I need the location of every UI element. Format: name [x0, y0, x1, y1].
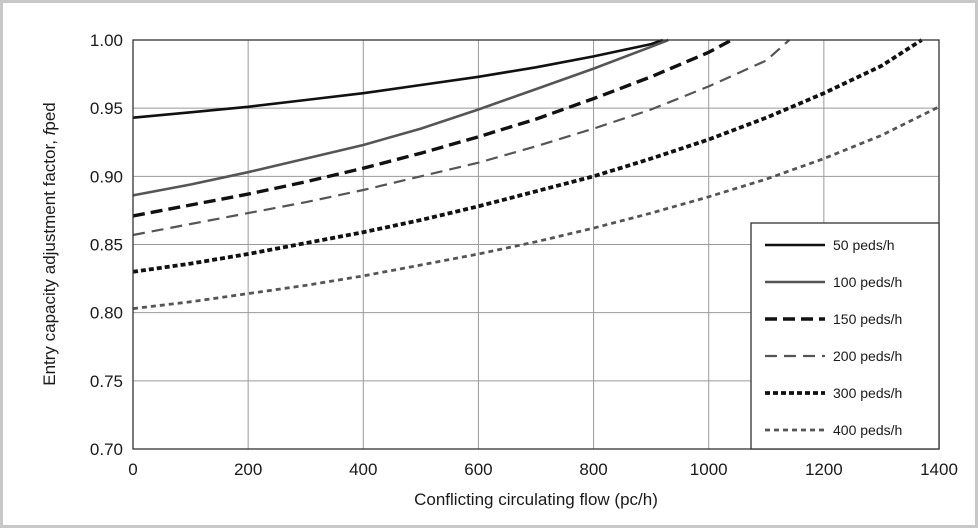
x-tick-label: 1000 — [690, 460, 728, 479]
y-tick-label: 0.75 — [90, 372, 123, 391]
y-tick-label: 0.90 — [90, 167, 123, 186]
y-axis-title-symbol: f — [40, 128, 59, 135]
series-line-6 — [132, 105, 940, 310]
legend-label: 150 peds/h — [833, 311, 902, 327]
series-line-5 — [132, 38, 923, 274]
x-tick-label: 0 — [128, 460, 137, 479]
x-tick-label: 1200 — [805, 460, 843, 479]
series-line-4 — [132, 39, 791, 237]
x-tick-label: 1400 — [920, 460, 958, 479]
y-axis-title-main: Entry capacity adjustment factor, — [40, 135, 59, 385]
y-tick-label: 0.70 — [90, 440, 123, 459]
legend: 50 peds/h 100 peds/h 150 peds/h 200 peds/h 3… — [750, 222, 940, 450]
y-tick-label: 0.80 — [90, 304, 123, 323]
x-tick-label: 400 — [349, 460, 377, 479]
legend-label: 100 peds/h — [833, 274, 902, 290]
y-tick-labels: 0.70 0.75 0.80 0.85 0.90 0.95 1.00 — [90, 31, 123, 459]
series-line-1 — [132, 38, 664, 119]
x-tick-label: 800 — [579, 460, 607, 479]
series-line-2 — [132, 38, 669, 197]
legend-label: 300 peds/h — [833, 385, 902, 401]
y-axis-title: Entry capacity adjustment factor, fped — [40, 102, 59, 386]
series-layer — [132, 38, 940, 310]
series-line-3 — [132, 38, 733, 218]
x-tick-labels: 0 200 400 600 800 1000 1200 1400 — [128, 460, 958, 479]
x-axis-title: Conflicting circulating flow (pc/h) — [414, 490, 658, 509]
chart-svg: 0 200 400 600 800 1000 1200 1400 0.700.750.800.… — [40, 31, 958, 509]
legend-items: 50 peds/h 100 peds/h 150 peds/h 200 peds/h 3… — [765, 237, 902, 438]
legend-label: 200 peds/h — [833, 348, 902, 364]
legend-box — [750, 222, 940, 450]
legend-label: 400 peds/h — [833, 422, 902, 438]
y-tick-label: 1.00 — [90, 31, 123, 50]
x-tick-label: 600 — [464, 460, 492, 479]
y-axis-title-subscript: ped — [40, 102, 59, 130]
y-tick-label: 0.95 — [90, 99, 123, 118]
x-tick-label: 200 — [234, 460, 262, 479]
legend-label: 50 peds/h — [833, 237, 895, 253]
y-tick-label: 0.85 — [90, 236, 123, 255]
